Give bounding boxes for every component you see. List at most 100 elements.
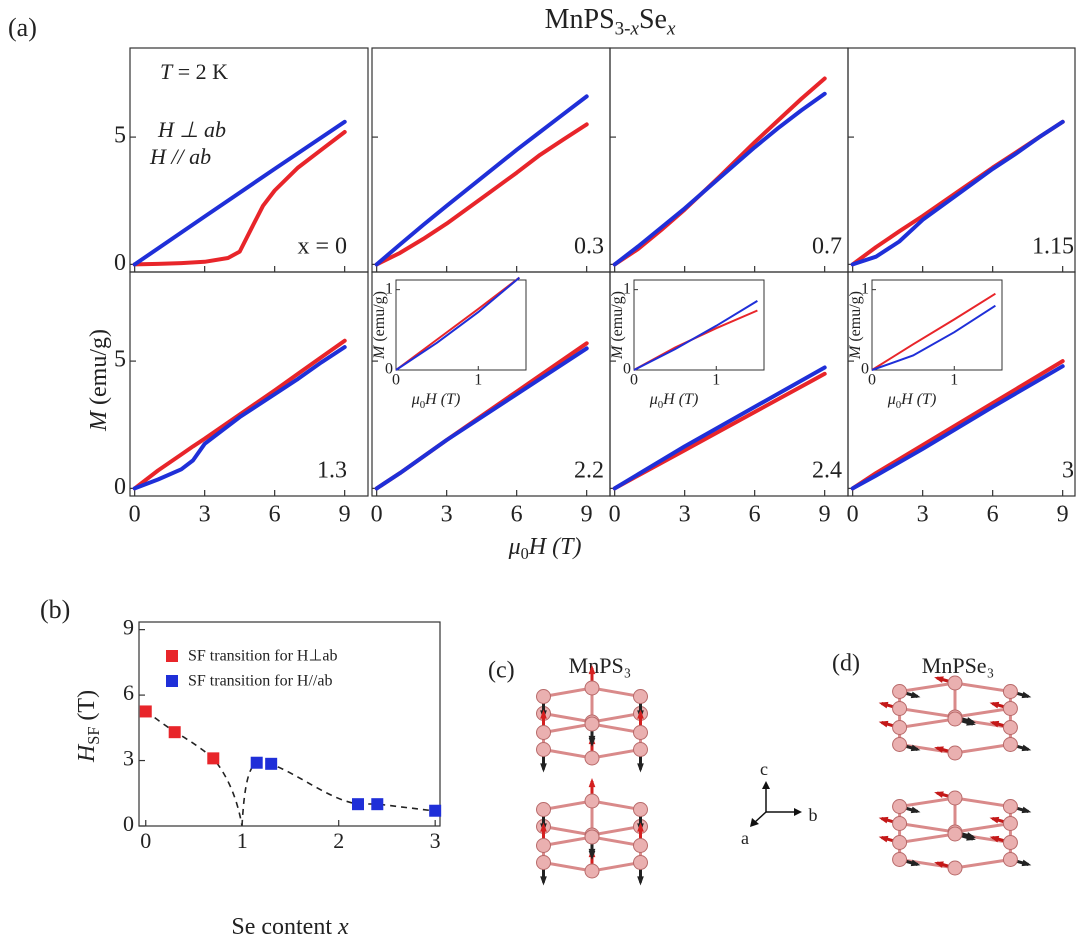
text-part: MnPS [545,4,615,35]
mn-atom [537,803,551,817]
inset-x-tick-label: 1 [712,372,720,389]
annotation: T = 2 K [160,59,228,84]
text-part: μ [411,391,420,408]
spin-arrow-head [990,817,1000,823]
inset-y-tick-label: 0 [385,361,393,378]
x-tick-label: 9 [1057,502,1069,528]
mn-atom [948,712,962,726]
data-point [169,726,181,738]
inset-y-tick-label: 0 [623,361,631,378]
inset-x-tick-label: 1 [950,372,958,389]
x-tick-label: 9 [819,502,831,528]
y-tick-label: 0 [114,250,126,276]
mn-atom [1003,702,1017,716]
mn-atom [893,738,907,752]
inset-x-tick-label: 0 [392,372,400,389]
composition-label: x = 0 [297,234,347,260]
inset-frame [872,280,1002,370]
inset-x-label: μ0H (T) [411,391,461,411]
figure-title: MnPS3-xSex [545,4,676,39]
mn-atom [948,861,962,875]
y-tick-label: 6 [123,680,134,705]
text-part: SF [84,727,103,745]
mn-atom [948,746,962,760]
legend-label: H // ab [149,144,211,169]
spin-arrow-head [934,791,944,797]
spin-arrow-head [1022,860,1032,866]
x-tick-label: 0 [129,502,141,528]
x-tick-label: 6 [511,502,523,528]
x-tick-label: 3 [441,502,453,528]
axis-letter: c [760,759,768,779]
mn-atom [948,676,962,690]
mn-atom [633,803,647,817]
mn-atom [537,690,551,704]
magnetization-curve [377,96,587,264]
text-part: H [74,743,100,763]
x-tick-label: 0 [371,502,383,528]
arrow-head [762,781,770,789]
mn-atom [1003,853,1017,867]
x-tick-label: 0 [847,502,859,528]
text-part: H (T) [900,391,936,408]
text-part: μ [887,391,896,408]
y-axis-label: M (emu/g) [86,329,112,432]
axis-letter: a [741,828,749,848]
mn-atom [893,817,907,831]
mn-atom [1003,721,1017,735]
text-part: = 2 K [172,59,228,84]
text-part: H (T) [528,534,582,560]
text-part: Se [639,4,667,35]
legend-swatch [166,675,178,687]
composition-label: 1.3 [317,458,347,484]
mn-atom [585,794,599,808]
data-point [265,758,277,770]
arrow-head [794,808,802,816]
magnetization-curve [377,124,587,264]
mn-atom [893,702,907,716]
spin-arrow-head [934,676,944,682]
legend-label: SF transition for H//ab [188,673,332,690]
data-point [429,805,441,817]
y-tick-label: 5 [114,347,126,373]
text-part: (emu/g) [86,329,112,411]
x-tick-label: 2 [333,828,344,853]
panel-label: (c) [488,658,515,684]
spin-arrow-head [990,702,1000,708]
text-part: 0 [521,544,529,563]
spin-arrow-head [1022,692,1032,698]
text-part: (T) [74,690,100,727]
mn-atom [585,681,599,695]
mn-atom [893,685,907,699]
spin-arrow-head [879,721,889,727]
inset-x-label: μ0H (T) [649,391,699,411]
text-part: (emu/g) [609,291,626,346]
mn-atom [893,853,907,867]
x-tick-label: 1 [237,828,248,853]
spin-arrow-head [911,807,921,813]
inset-x-tick-label: 0 [868,372,876,389]
axis-letter: b [809,805,818,825]
spin-arrow-head [540,763,547,772]
composition-label: 3 [1062,458,1074,484]
x-tick-label: 3 [917,502,929,528]
text-part: x [666,19,676,40]
guide-curve [146,711,435,826]
data-point [371,798,383,810]
x-tick-label: 6 [269,502,281,528]
panel-label: (b) [40,595,70,624]
mn-atom [1003,836,1017,850]
inset-y-label: M (emu/g) [371,291,388,360]
composition-label: 2.2 [574,458,604,484]
x-tick-label: 3 [679,502,691,528]
x-tick-label: 3 [430,828,441,853]
spin-arrow-head [1022,745,1032,751]
y-axis-label: HSF (T) [74,690,103,763]
text-part: M [86,409,112,432]
inset-frame [634,280,764,370]
text-part: μ [508,534,521,560]
panel-label: (d) [832,651,860,677]
y-tick-label: 9 [123,615,134,640]
mn-atom [633,856,647,870]
mn-atom [893,721,907,735]
